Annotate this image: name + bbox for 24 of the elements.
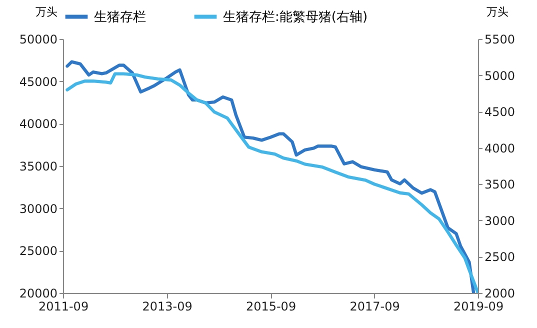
x-tick-label: 2019-09 [453, 300, 504, 314]
x-tick-label: 2011-09 [38, 300, 89, 314]
x-tick-label: 2017-09 [350, 300, 400, 314]
y2-tick-label: 4000 [484, 141, 516, 156]
y-axis-title: 万头 [36, 6, 58, 18]
y-tick-label: 20000 [19, 286, 58, 300]
y-tick-label: 25000 [19, 244, 58, 258]
y-tick-label: 40000 [19, 117, 58, 132]
x-tick-label: 2015-09 [246, 300, 296, 314]
x-tick-label: 2013-09 [142, 300, 192, 314]
y2-axis-title: 万头 [486, 6, 508, 18]
y2-tick-label: 3500 [484, 178, 516, 192]
y-tick-label: 50000 [19, 32, 58, 46]
y2-tick-label: 5000 [484, 68, 516, 83]
y2-tick-label: 2500 [484, 250, 516, 264]
y2-tick-label: 3000 [484, 214, 516, 228]
legend-label: 生猪存栏:能繁母猪(右轴) [223, 10, 368, 25]
y2-tick-label: 2000 [484, 286, 516, 300]
legend-label: 生猪存栏 [94, 10, 146, 25]
y-tick-label: 30000 [19, 202, 58, 216]
y-tick-label: 35000 [19, 160, 58, 174]
y2-tick-label: 5500 [484, 32, 516, 46]
y-tick-label: 45000 [19, 74, 58, 89]
y2-tick-label: 4500 [484, 105, 516, 120]
